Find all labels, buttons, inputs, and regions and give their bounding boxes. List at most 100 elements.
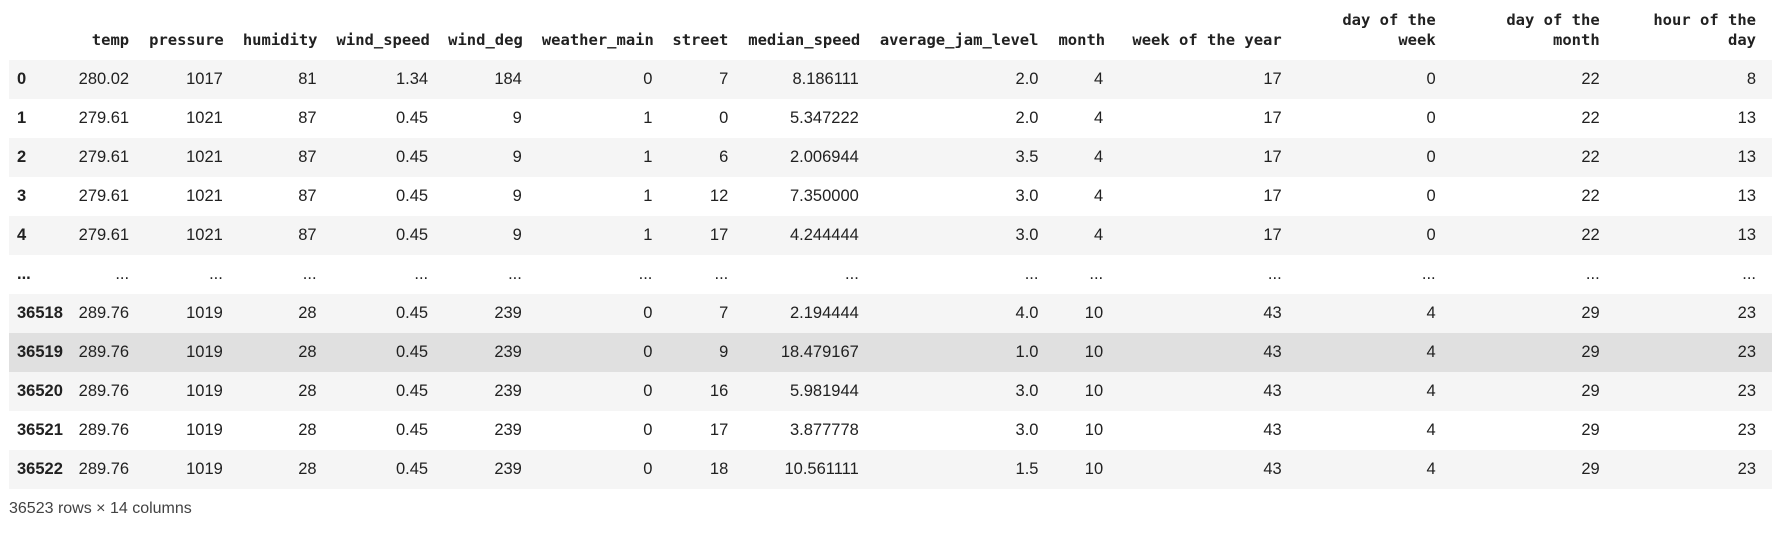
table-row: 36521 289.76 1019 28 0.45 239 0 17 3.877778 3.0 10… [9, 411, 1772, 450]
table-cell: 18.479167 [780, 343, 859, 361]
table-cell: 10 [1084, 382, 1104, 400]
table-cell: 4 [1426, 382, 1436, 400]
table-cell: 0.45 [396, 421, 429, 439]
table-cell: 6 [719, 148, 729, 166]
column-header: day of the week [1342, 11, 1436, 49]
table-cell: 289.76 [78, 343, 130, 361]
table-cell: ... [414, 265, 429, 283]
table-cell: 0.45 [396, 382, 429, 400]
table-cell: 0.45 [396, 460, 429, 478]
column-header: hour of the day [1653, 11, 1756, 49]
table-cell: 1 [643, 187, 653, 205]
table-body: 0 280.02 1017 81 1.34 184 0 7 8.186111 2.0 4 17 0 22 8… [9, 60, 1772, 489]
table-cell: 87 [298, 148, 317, 166]
table-cell: 3.0 [1015, 226, 1039, 244]
table-cell: 4 [1426, 421, 1436, 439]
column-header: humidity [242, 31, 318, 49]
table-cell: 0 [1426, 70, 1436, 88]
table-cell: 4 [1426, 460, 1436, 478]
table-cell: 8 [1746, 70, 1756, 88]
table-cell: 0.45 [396, 343, 429, 361]
table-row: 4 279.61 1021 87 0.45 9 1 17 4.244444 3.0 4 17 0 22 13 [9, 216, 1772, 255]
table-cell: 289.76 [78, 460, 130, 478]
table-cell: 22 [1581, 70, 1600, 88]
table-cell: 10 [1084, 421, 1104, 439]
row-index: 3 [17, 187, 27, 205]
table-row: 36519 289.76 1019 28 0.45 239 0 9 18.479167 1.0 10… [9, 333, 1772, 372]
table-cell: 29 [1581, 460, 1600, 478]
table-row: 36518 289.76 1019 28 0.45 239 0 7 2.194444 4.0 10 4… [9, 294, 1772, 333]
table-cell: 2.194444 [789, 304, 859, 322]
table-cell: 13 [1737, 226, 1756, 244]
table-cell: 10 [1084, 304, 1104, 322]
table-cell: ... [1267, 265, 1282, 283]
table-cell: 3.0 [1015, 187, 1039, 205]
table-cell: 87 [298, 226, 317, 244]
table-cell: 1019 [186, 343, 223, 361]
table-cell: 17 [709, 226, 729, 244]
table-row: 3 279.61 1021 87 0.45 9 1 12 7.350000 3.0 4 17 0 22 13 [9, 177, 1772, 216]
table-cell: 4 [1426, 304, 1436, 322]
column-header: street [672, 31, 729, 49]
table-cell: 13 [1737, 148, 1756, 166]
table-cell: 23 [1737, 343, 1756, 361]
table-cell: 279.61 [78, 187, 130, 205]
table-cell: 0 [643, 304, 653, 322]
table-cell: 4 [1093, 148, 1104, 166]
table-cell: 43 [1263, 382, 1282, 400]
table-cell: 29 [1581, 343, 1600, 361]
table-cell: 10 [1084, 343, 1104, 361]
table-cell: 4.244444 [789, 226, 859, 244]
table-cell: 1021 [186, 187, 223, 205]
table-cell: 23 [1737, 421, 1756, 439]
column-header: pressure [149, 31, 224, 49]
table-cell: 81 [298, 70, 317, 88]
table-row: 1 279.61 1021 87 0.45 9 1 0 5.347222 2.0 4 17 0 22 13 [9, 99, 1772, 138]
row-index: ... [17, 265, 31, 283]
table-cell: ... [845, 265, 859, 283]
table-cell: 1021 [186, 109, 223, 127]
table-cell: 10.561111 [784, 460, 859, 478]
table-cell: 2.0 [1015, 109, 1039, 127]
table-cell: 289.76 [78, 421, 130, 439]
row-index: 2 [17, 148, 27, 166]
table-cell: 13 [1737, 187, 1756, 205]
table-cell: 4 [1093, 187, 1104, 205]
table-cell: 0 [1426, 148, 1436, 166]
column-header: month [1058, 31, 1106, 49]
table-cell: 4 [1093, 226, 1104, 244]
table-cell: 9 [719, 343, 729, 361]
table-cell: 1019 [186, 421, 223, 439]
table-cell: 279.61 [78, 226, 130, 244]
table-cell: 279.61 [78, 148, 130, 166]
table-cell: 4 [1426, 343, 1436, 361]
table-cell: 0.45 [396, 226, 429, 244]
table-row: 2 279.61 1021 87 0.45 9 1 6 2.006944 3.5 4 17 0 22 13 [9, 138, 1772, 177]
table-cell: 239 [494, 382, 522, 400]
column-header: average_jam_level [879, 31, 1039, 49]
table-cell: 23 [1737, 382, 1756, 400]
table-cell: 2.0 [1015, 70, 1039, 88]
table-cell: 0 [643, 421, 653, 439]
column-header: day of the month [1506, 11, 1600, 49]
table-cell: 17 [1263, 187, 1282, 205]
table-cell: 43 [1263, 343, 1282, 361]
row-index: 36519 [17, 343, 63, 361]
table-cell: 10 [1084, 460, 1104, 478]
table-cell: 29 [1581, 304, 1600, 322]
table-row: 36522 289.76 1019 28 0.45 239 0 18 10.561111 1.5 1… [9, 450, 1772, 489]
table-cell: 12 [709, 187, 729, 205]
table-cell: 1017 [186, 70, 223, 88]
table-cell: 0 [1426, 187, 1436, 205]
table-cell: 0 [1426, 226, 1436, 244]
table-cell: 17 [709, 421, 729, 439]
table-cell: 13 [1737, 109, 1756, 127]
table-cell: 1.5 [1015, 460, 1039, 478]
table-cell: 1.34 [396, 70, 429, 88]
table-cell: 1 [643, 226, 653, 244]
table-cell: 9 [512, 187, 522, 205]
row-index: 36520 [17, 382, 63, 400]
table-cell: ... [209, 265, 223, 283]
table-cell: 1021 [186, 148, 223, 166]
table-cell: 17 [1263, 226, 1282, 244]
